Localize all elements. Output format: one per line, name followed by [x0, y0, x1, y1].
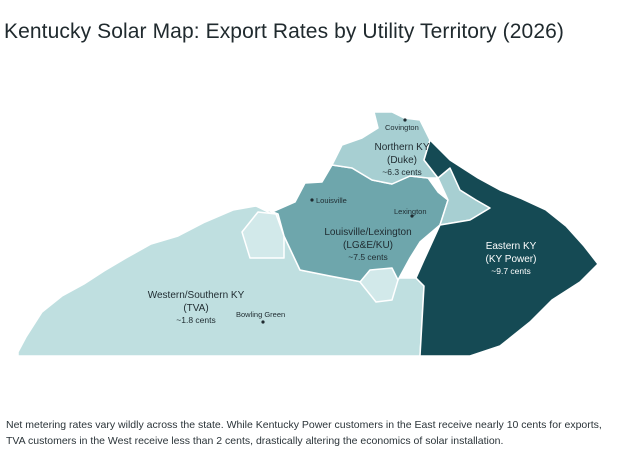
page-title: Kentucky Solar Map: Export Rates by Util… — [4, 20, 564, 43]
region-louisville[interactable] — [255, 164, 449, 283]
northern-region-rate: ~6.3 cents — [382, 167, 421, 177]
city-dot-louisville — [310, 198, 314, 202]
kentucky-map: Covington Louisville Lexington Bowling G… — [17, 111, 599, 357]
western-region-name: Western/Southern KY — [148, 290, 245, 301]
louisville-region-utility: (LG&E/KU) — [343, 240, 393, 251]
western-region-utility: (TVA) — [183, 303, 208, 314]
city-label-louisville: Louisville — [316, 196, 347, 205]
region-patch-central — [359, 267, 399, 303]
city-label-lexington: Lexington — [394, 207, 427, 216]
city-label-bowling-green: Bowling Green — [236, 310, 285, 319]
city-dot-covington — [403, 118, 407, 122]
eastern-region-utility: (KY Power) — [486, 254, 537, 265]
map-caption: Net metering rates vary wildly across th… — [6, 419, 602, 447]
city-label-covington: Covington — [385, 123, 419, 132]
louisville-region-name: Louisville/Lexington — [324, 227, 411, 238]
city-dot-lexington — [410, 214, 414, 218]
northern-region-name: Northern KY — [374, 142, 429, 153]
region-eastern[interactable] — [415, 139, 599, 357]
eastern-region-rate: ~9.7 cents — [491, 266, 530, 276]
northern-region-utility: (Duke) — [387, 155, 417, 166]
western-region-rate: ~1.8 cents — [176, 315, 215, 325]
louisville-region-rate: ~7.5 cents — [348, 252, 387, 262]
city-dot-bowling-green — [261, 320, 265, 324]
eastern-region-name: Eastern KY — [486, 241, 537, 252]
